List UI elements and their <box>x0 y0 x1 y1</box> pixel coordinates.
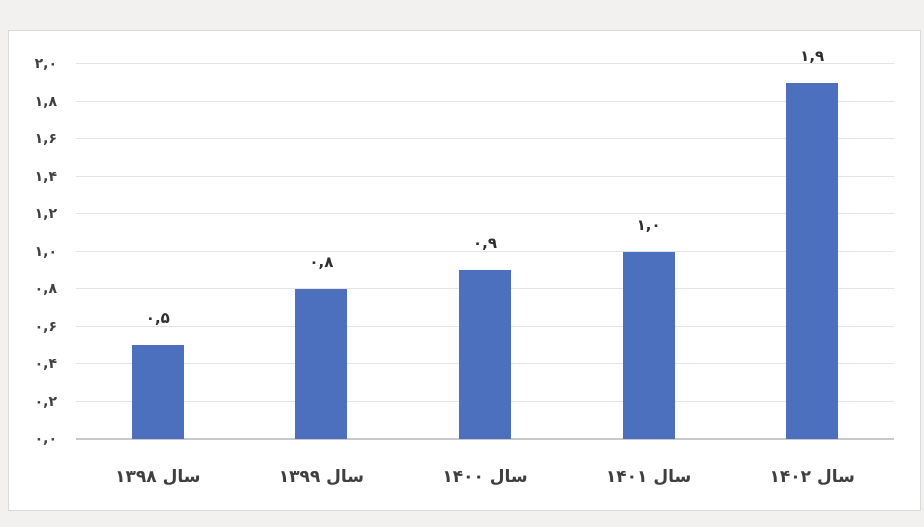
y-tick-label: ۱,۶ <box>34 131 57 147</box>
gridline <box>76 175 894 177</box>
bar-column: ۱,۹ <box>730 47 894 439</box>
x-axis-label: سال ۱۴۰۰ <box>442 467 528 487</box>
gridline <box>76 250 894 252</box>
gridline <box>76 213 894 214</box>
bar <box>458 270 511 439</box>
y-tick-label: ۱,۴ <box>34 168 57 185</box>
bars-layer: ۰,۵ ۰,۸ ۰,۹ ۱,۰ ۱,۹ <box>76 47 894 439</box>
gridline <box>76 100 894 102</box>
bar-data-label: ۰,۵ <box>145 309 170 328</box>
bar <box>131 345 184 439</box>
gridline <box>76 138 894 139</box>
y-tick-label: ۰,۸ <box>34 281 57 297</box>
y-tick-label: ۱,۲ <box>34 206 57 222</box>
bar-column: ۰,۸ <box>240 64 404 439</box>
bar <box>622 251 675 439</box>
gridline <box>76 63 894 64</box>
plot-area: ۰,۵ ۰,۸ ۰,۹ ۱,۰ ۱,۹ <box>76 47 894 440</box>
x-axis-label: سال ۱۳۹۹ <box>278 467 365 487</box>
bar-column: ۰,۹ <box>403 64 567 439</box>
bar-data-label: ۰,۸ <box>309 253 334 271</box>
bar-data-label: ۱,۰ <box>636 215 661 234</box>
bar-column: ۰,۵ <box>76 64 240 439</box>
bar <box>786 82 839 439</box>
chart-panel: ۲,۰ ۱,۸ ۱,۶ ۱,۴ ۱,۲ ۱,۰ ۰,۸ ۰,۶ ۰,۴ ۰,۲ ۰,۰ ۰,۵ ۰,۸… <box>8 30 921 511</box>
x-axis-line <box>76 438 894 440</box>
bar <box>295 289 348 439</box>
bar-data-label: ۰,۹ <box>472 234 497 253</box>
y-tick-label: ۰,۲ <box>34 393 57 410</box>
y-tick-label: ۰,۴ <box>34 356 57 372</box>
y-tick-label: ۰,۰ <box>34 431 57 447</box>
y-tick-label: ۱,۰ <box>34 243 57 260</box>
x-axis-labels: سال ۱۳۹۸ سال ۱۳۹۹ سال ۱۴۰۰ سال ۱۴۰۱ سال ۱۴۰۲ <box>76 467 894 487</box>
y-tick-label: ۱,۸ <box>34 93 57 110</box>
y-tick-label: ۰,۶ <box>34 318 57 335</box>
x-axis-label: سال ۱۴۰۲ <box>769 467 855 487</box>
bar-column: ۱,۰ <box>567 64 731 439</box>
x-axis-label: سال ۱۳۹۸ <box>115 467 201 487</box>
bar-data-label: ۱,۹ <box>800 46 825 65</box>
y-tick-label: ۲,۰ <box>34 56 57 72</box>
y-axis: ۲,۰ ۱,۸ ۱,۶ ۱,۴ ۱,۲ ۱,۰ ۰,۸ ۰,۶ ۰,۴ ۰,۲ ۰,۰ <box>9 56 57 447</box>
x-axis-label: سال ۱۴۰۱ <box>605 467 692 487</box>
